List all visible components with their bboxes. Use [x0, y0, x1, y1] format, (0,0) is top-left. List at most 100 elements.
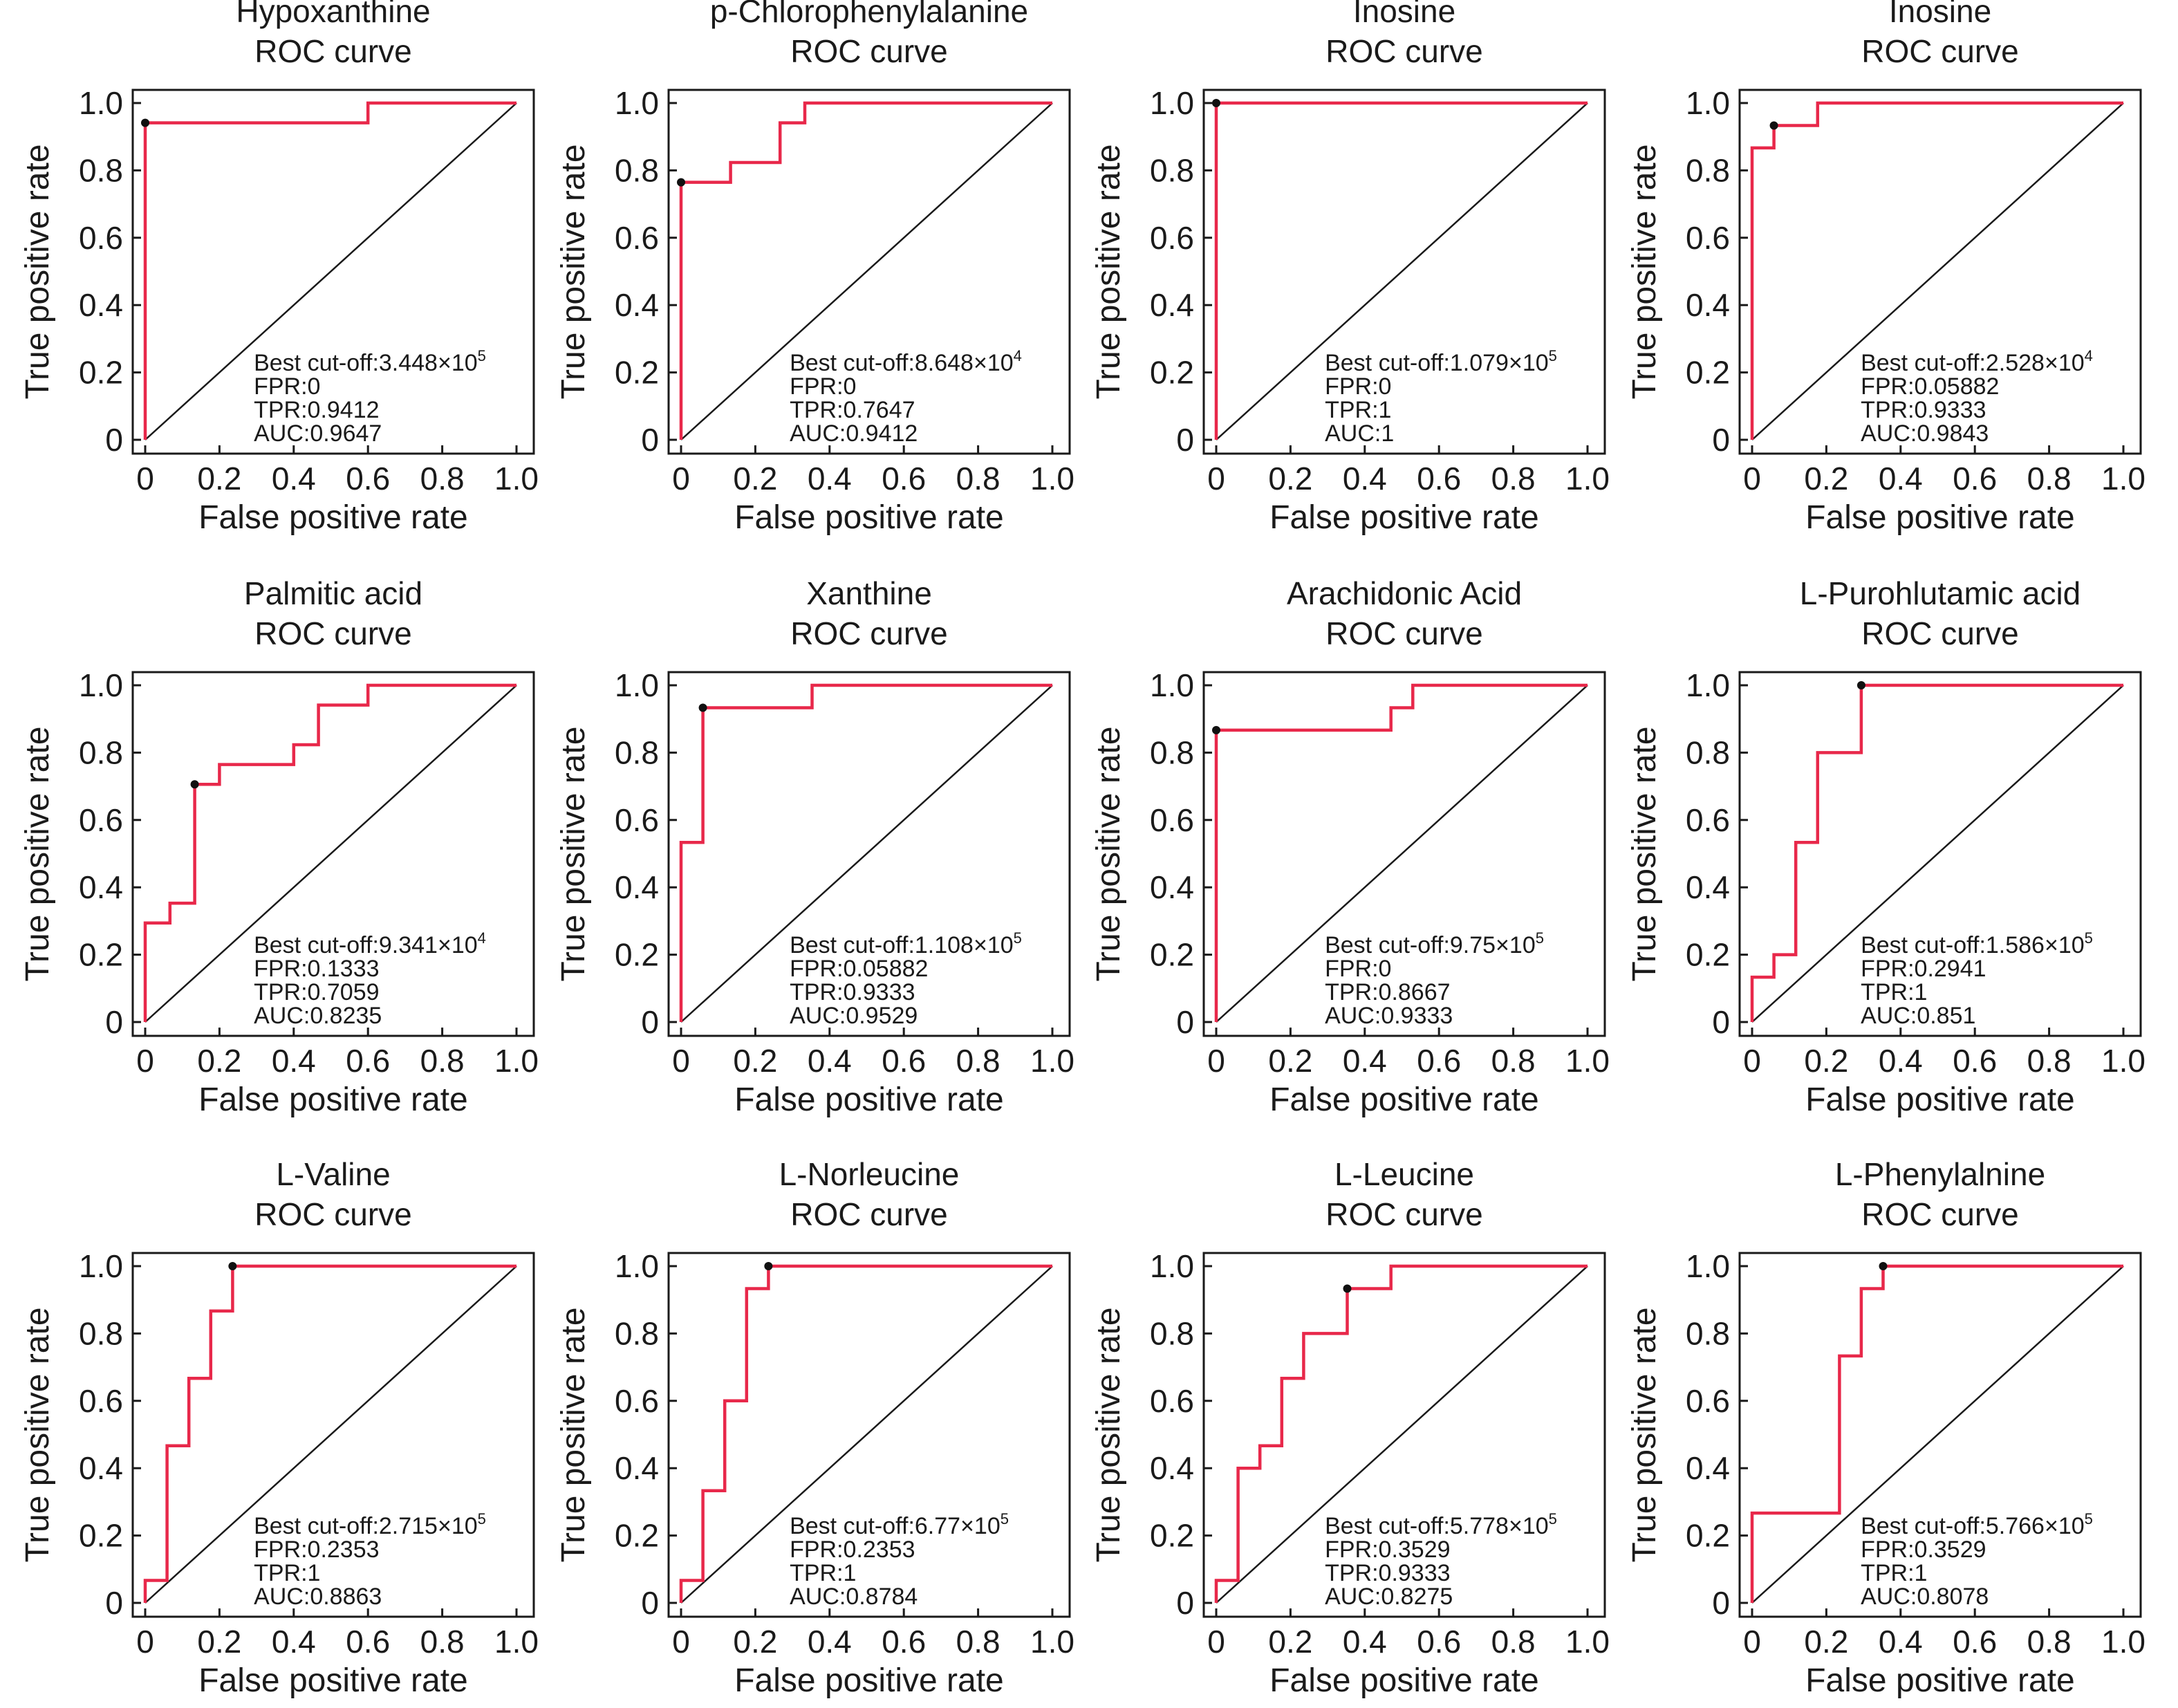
cutoff-label: Best cut-off:5.778×105 [1325, 1510, 1557, 1539]
cutoff-label: Best cut-off:2.715×105 [254, 1510, 486, 1539]
x-tick-label: 0.2 [733, 461, 777, 496]
y-tick-label: 0.2 [1686, 1518, 1730, 1554]
x-tick-label: 1.0 [1565, 461, 1610, 496]
y-tick-label: 0.6 [79, 802, 123, 838]
y-tick-label: 0.4 [79, 869, 123, 905]
y-tick-label: 0 [105, 1004, 123, 1040]
reference-diagonal [145, 1265, 517, 1604]
x-tick-label: 0.8 [1491, 461, 1536, 496]
y-tick-label: 0.8 [615, 734, 659, 770]
plot-frame [1202, 1252, 1606, 1618]
x-tick-label: 0.4 [808, 461, 852, 496]
y-tick-label: 0.2 [79, 937, 123, 973]
roc-panel: L-Phenylalnine ROC curve 0 0.2 0.4 0.6 0.8 1.0 0… [1626, 1156, 2146, 1699]
x-tick-label: 0.6 [346, 461, 390, 496]
fpr-label: FPR:0.1333 [254, 956, 379, 982]
roc-curve [679, 1264, 1052, 1603]
x-tick-label: 0 [1743, 461, 1761, 496]
cutoff-label: Best cut-off:1.586×105 [1861, 929, 2093, 958]
plot-frame [1202, 671, 1606, 1037]
roc-curve [143, 101, 516, 440]
x-tick-label: 0.6 [1953, 1624, 1997, 1660]
roc-panel: L-Leucine ROC curve 0 0.2 0.4 0.6 0.8 1.0 0 0.2 0.… [1090, 1156, 1610, 1699]
roc-panel: Inosine ROC curve 0 0.2 0.4 0.6 0.8 1.0 0 0.2 0.4 0… [1090, 0, 1610, 536]
reference-diagonal [145, 102, 517, 440]
y-tick-label: 0.4 [615, 869, 659, 905]
y-tick-label: 0.4 [79, 287, 123, 323]
y-tick-label: 0.4 [615, 1450, 659, 1486]
x-tick-label: 0.6 [1953, 1043, 1997, 1079]
cutoff-exponent: 5 [1536, 929, 1544, 947]
x-tick-label: 1.0 [1565, 1624, 1610, 1660]
y-tick-label: 0 [1176, 1585, 1194, 1621]
chart-title: Xanthine [806, 575, 932, 611]
x-axis-label: False positive rate [198, 1082, 468, 1118]
tpr-label: TPR:0.7647 [790, 397, 915, 423]
tpr-label: TPR:1 [1861, 979, 1927, 1005]
auc-label: AUC:0.9529 [790, 1003, 918, 1029]
x-tick-label: 0 [1207, 1624, 1225, 1660]
plot-frame [667, 89, 1071, 455]
x-tick-label: 0 [136, 1043, 154, 1079]
x-tick-label: 0 [136, 1624, 154, 1660]
auc-label: AUC:0.8275 [1325, 1584, 1453, 1610]
y-tick-label: 0.6 [1150, 220, 1194, 256]
chart-title: L-Valine [276, 1156, 390, 1192]
fpr-label: FPR:0 [1325, 373, 1391, 400]
y-tick-label: 0.8 [79, 734, 123, 770]
cutoff-value: Best cut-off:8.648×10 [790, 350, 1014, 376]
cutoff-value: Best cut-off:5.778×10 [1325, 1513, 1549, 1539]
y-tick-label: 0.2 [1686, 937, 1730, 973]
y-tick-label: 1.0 [1686, 1248, 1730, 1284]
tpr-label: TPR:0.9333 [1861, 397, 1986, 423]
x-tick-label: 0 [1743, 1624, 1761, 1660]
chart-title: Inosine [1889, 0, 1991, 29]
x-tick-label: 0.6 [882, 1043, 926, 1079]
y-tick-label: 0.2 [615, 1518, 659, 1554]
x-tick-label: 0.8 [420, 1624, 465, 1660]
chart-title: Arachidonic Acid [1287, 575, 1522, 611]
cutoff-value: Best cut-off:6.77×10 [790, 1513, 1000, 1539]
x-tick-label: 0.2 [1268, 1624, 1312, 1660]
x-tick-label: 0.2 [1268, 461, 1312, 496]
tpr-label: TPR:1 [790, 1560, 856, 1586]
auc-label: AUC:0.8863 [254, 1584, 382, 1610]
y-tick-label: 1.0 [1150, 1248, 1194, 1284]
auc-label: AUC:0.9647 [254, 420, 382, 447]
x-axis-label: False positive rate [1269, 1662, 1539, 1699]
chart-subtitle: ROC curve [790, 615, 947, 651]
roc-curve [1214, 1264, 1588, 1603]
x-tick-label: 0.8 [2027, 1043, 2072, 1079]
x-tick-label: 0.4 [272, 1043, 316, 1079]
best-cutoff-point [1212, 99, 1220, 107]
y-tick-label: 0 [641, 1004, 659, 1040]
x-tick-label: 1.0 [494, 461, 539, 496]
reference-diagonal [1216, 685, 1588, 1023]
cutoff-exponent: 4 [478, 929, 486, 947]
y-tick-label: 0.8 [1686, 734, 1730, 770]
cutoff-value: Best cut-off:1.108×10 [790, 932, 1014, 958]
cutoff-value: Best cut-off:3.448×10 [254, 350, 478, 376]
y-tick-label: 0.6 [1686, 220, 1730, 256]
x-tick-label: 0.6 [346, 1624, 390, 1660]
x-tick-label: 0.4 [272, 1624, 316, 1660]
roc-panel: Palmitic acid ROC curve 0 0.2 0.4 0.6 0.8 1.0 0 0… [19, 575, 539, 1118]
cutoff-label: Best cut-off:1.108×105 [790, 929, 1022, 958]
cutoff-label: Best cut-off:9.341×104 [254, 929, 486, 958]
y-tick-label: 0.8 [79, 1315, 123, 1351]
y-tick-label: 1.0 [1686, 85, 1730, 121]
y-tick-label: 0.6 [615, 1383, 659, 1419]
x-axis-label: False positive rate [734, 1082, 1004, 1118]
fpr-label: FPR:0 [1325, 956, 1391, 982]
plot-frame [1202, 89, 1606, 455]
reference-diagonal [1751, 1265, 2124, 1604]
chart-subtitle: ROC curve [254, 33, 411, 69]
x-tick-label: 1.0 [1030, 1043, 1074, 1079]
cutoff-value: Best cut-off:9.341×10 [254, 932, 478, 958]
x-tick-label: 1.0 [494, 1624, 539, 1660]
tpr-label: TPR:0.8667 [1325, 979, 1450, 1005]
fpr-label: FPR:0 [254, 373, 320, 400]
tpr-label: TPR:0.9333 [1325, 1560, 1450, 1586]
cutoff-exponent: 5 [478, 1510, 486, 1528]
